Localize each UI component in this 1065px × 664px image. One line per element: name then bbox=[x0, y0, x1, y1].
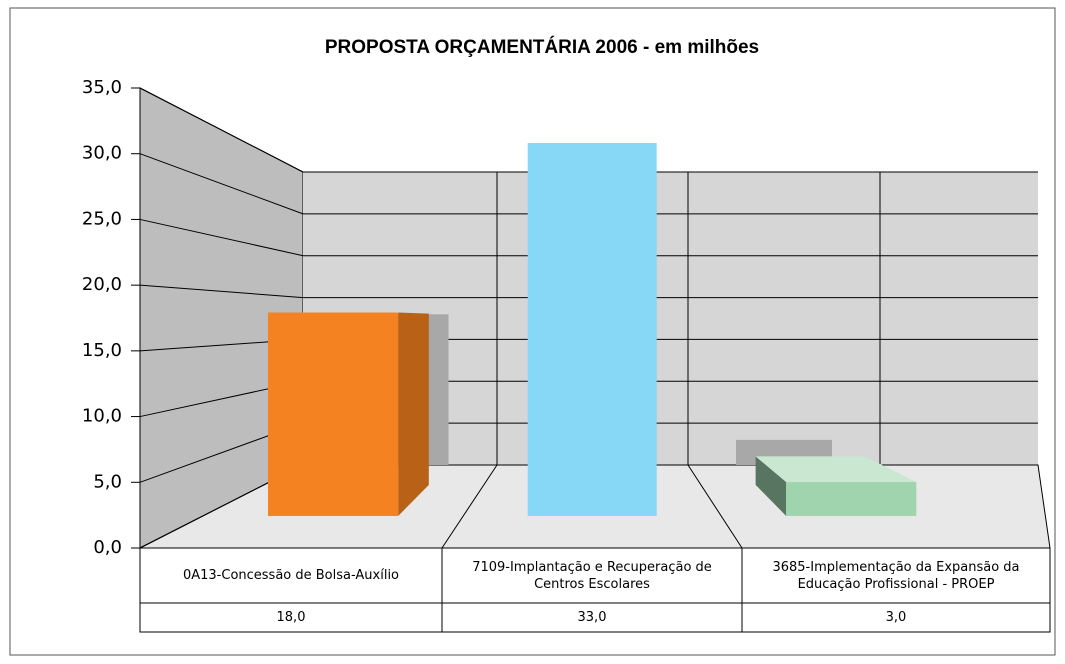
category-label: 0A13-Concessão de Bolsa-Auxílio bbox=[182, 568, 400, 583]
y-tick-label: 10,0 bbox=[82, 406, 122, 427]
floor-divider bbox=[441, 464, 498, 549]
y-tick-label: 0,0 bbox=[93, 537, 122, 558]
bar bbox=[786, 482, 917, 516]
chart-title: PROPOSTA ORÇAMENTÁRIA 2006 - em milhões bbox=[325, 36, 759, 58]
value-label: 18,0 bbox=[276, 610, 306, 625]
bar-side bbox=[398, 312, 429, 516]
bar-top bbox=[755, 456, 917, 483]
y-tick-label: 5,0 bbox=[93, 471, 122, 492]
category-label: 3685-Implementação da Expansão da Educaç… bbox=[772, 559, 1020, 592]
value-label: 3,0 bbox=[885, 610, 907, 625]
value-label: 33,0 bbox=[577, 610, 607, 625]
y-tick-label: 20,0 bbox=[82, 274, 122, 295]
category-label: 7109-Implantação e Recuperação de Centro… bbox=[472, 559, 712, 592]
table-border bbox=[139, 547, 1051, 633]
back-wall bbox=[303, 172, 1038, 465]
grid-line bbox=[139, 153, 304, 215]
y-tick-label: 35,0 bbox=[82, 77, 122, 98]
floor-divider bbox=[687, 464, 743, 549]
grid-line bbox=[139, 284, 304, 299]
y-tick-label: 30,0 bbox=[82, 143, 122, 164]
y-tick-label: 25,0 bbox=[82, 208, 122, 229]
grid-line bbox=[139, 87, 304, 173]
y-tick-label: 15,0 bbox=[82, 340, 122, 361]
bar bbox=[267, 312, 399, 516]
bar-side bbox=[755, 456, 787, 516]
bar bbox=[527, 143, 657, 516]
grid-line bbox=[139, 218, 304, 257]
